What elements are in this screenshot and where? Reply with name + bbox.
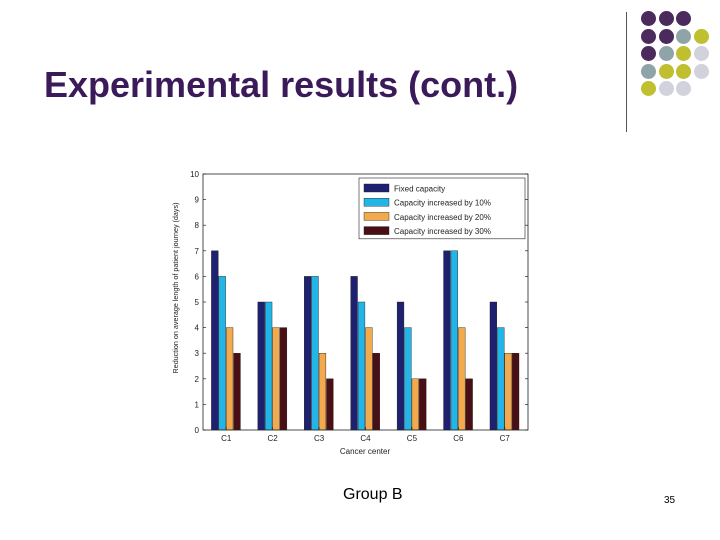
decorative-dot [658,28,674,44]
bar [489,301,497,431]
x-tick-label: C5 [407,434,418,443]
bar [396,301,405,431]
legend-swatch [363,226,390,235]
legend-label: Capacity increased by 30% [394,227,491,236]
decorative-dot [641,11,656,26]
legend-label: Fixed capacity [394,185,445,194]
bar [450,250,458,431]
chart-legend: Fixed capacity Capacity increased by 10% C… [358,177,526,240]
bar [511,352,520,431]
bar [372,352,380,431]
decorative-dot [641,46,656,61]
decorative-dot [676,81,691,96]
decorative-dot [676,11,691,26]
bar [318,352,327,431]
bar [404,327,412,431]
legend-swatch [363,212,390,221]
y-tick-label: 5 [195,298,200,307]
decorative-dot [676,28,691,44]
decorative-dot [693,46,709,61]
decorative-dot [641,63,656,79]
x-tick-label: C6 [453,434,464,443]
x-tick-label: C7 [500,434,511,443]
figure-caption: Group B [343,486,403,503]
y-tick-label: 0 [195,426,200,435]
x-tick-label: C4 [360,434,371,443]
y-tick-label: 7 [195,247,200,256]
bar [279,327,288,431]
decorative-dot [658,11,674,26]
y-tick-label: 4 [195,324,200,333]
bar [326,378,334,431]
legend-label: Capacity increased by 10% [394,199,491,208]
x-tick-label: C3 [314,434,325,443]
legend-swatch [363,198,390,207]
bar [357,301,366,431]
y-tick-label: 8 [195,221,200,230]
bar [265,301,273,431]
y-axis: 0 1 2 3 4 5 6 7 8 9 10 [190,170,528,435]
title-divider [626,12,627,132]
x-axis-label: Cancer center [340,447,391,456]
bar [233,352,241,431]
bar [226,327,234,431]
bar [443,250,451,431]
decorative-dot [658,63,674,79]
slide-title: Experimental results (cont.) [44,64,519,105]
y-tick-label: 2 [195,375,200,384]
y-tick-label: 1 [195,400,200,409]
decorative-dot [658,81,674,96]
legend-swatch [363,183,390,193]
legend-label: Capacity increased by 20% [394,213,491,222]
decorative-dot [641,81,656,96]
y-tick-label: 9 [195,196,200,205]
bar [311,276,319,431]
bar [218,276,226,431]
decorative-dot [676,63,691,79]
decorative-dot [641,28,656,44]
decorative-dot [658,46,674,61]
bar [365,327,373,431]
bar [504,352,512,431]
decorative-dot [693,28,709,44]
bar [304,276,312,431]
x-tick-label: C2 [268,434,279,443]
bar [465,378,473,431]
page-number: 35 [664,495,676,506]
decorative-dot [693,63,709,79]
y-tick-label: 6 [195,272,200,281]
bar [272,327,280,431]
bar-chart: 0 1 2 3 4 5 6 7 8 9 10 C1 C2 C3 C4 C5 C6 C7 Reduction on… [166,166,532,458]
y-tick-label: 3 [195,349,200,358]
bar [350,276,358,431]
bars-group [211,250,520,431]
bar [257,301,265,431]
y-tick-label: 10 [190,170,199,179]
bar [411,378,419,431]
decorative-dot [676,46,691,61]
y-axis-label: Reduction on average length of patient j… [171,202,180,373]
x-tick-label: C1 [221,434,232,443]
x-axis: C1 C2 C3 C4 C5 C6 C7 [221,427,510,443]
bar [458,327,466,431]
bar [211,250,219,431]
bar [419,378,427,431]
bar [497,327,505,431]
